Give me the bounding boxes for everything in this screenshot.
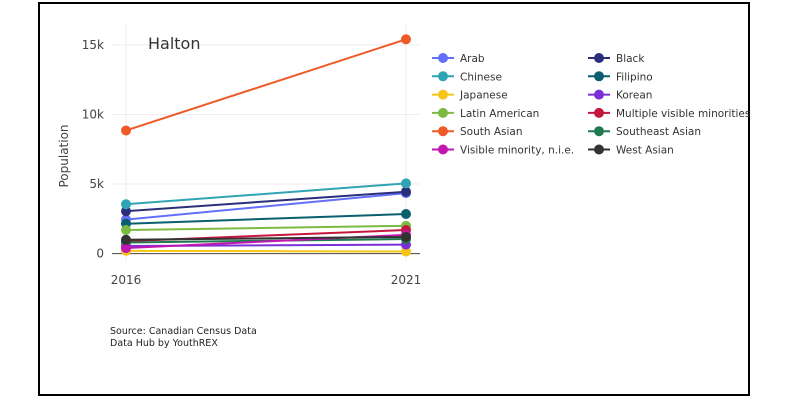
- legend-item[interactable]: Chinese: [432, 71, 502, 83]
- legend-label: South Asian: [460, 126, 523, 138]
- legend-marker: [594, 53, 604, 63]
- source-line-2: Data Hub by YouthREX: [110, 338, 218, 349]
- legend-marker: [438, 107, 448, 118]
- legend-marker: [438, 126, 448, 137]
- data-point[interactable]: [121, 206, 131, 217]
- data-point[interactable]: [401, 231, 411, 242]
- series-line: [125, 38, 407, 132]
- legend-item[interactable]: Filipino: [588, 71, 653, 83]
- legend-item[interactable]: Latin American: [432, 107, 539, 120]
- legend-marker: [594, 89, 604, 100]
- legend-marker: [438, 53, 448, 63]
- series-japanese: [121, 245, 411, 257]
- legend-label: West Asian: [616, 145, 674, 157]
- x-tick-label: 2021: [391, 273, 422, 287]
- legend-item[interactable]: Southeast Asian: [588, 126, 701, 138]
- legend-item[interactable]: Arab: [432, 53, 485, 65]
- axis-layer: 0 5k 10k 15k 2016 2021: [82, 38, 421, 287]
- legend-marker: [594, 144, 604, 155]
- series-west-asian: [121, 231, 411, 245]
- data-point[interactable]: [121, 224, 131, 235]
- legend-item[interactable]: Black: [588, 53, 645, 65]
- y-tick-label: 15k: [82, 38, 104, 52]
- y-tick-label: 5k: [89, 177, 104, 191]
- series-line: [125, 249, 407, 253]
- legend-item[interactable]: Visible minority, n.i.e.: [432, 144, 574, 157]
- series-black: [121, 186, 411, 217]
- legend-marker: [594, 126, 604, 137]
- legend-item[interactable]: Japanese: [432, 89, 508, 102]
- legend-marker: [438, 71, 448, 82]
- legend-marker: [594, 71, 604, 82]
- series-south-asian: [121, 34, 411, 136]
- legend-label: Arab: [460, 53, 485, 65]
- legend-item[interactable]: Multiple visible minorities: [588, 107, 750, 120]
- data-point[interactable]: [121, 243, 131, 254]
- data-point[interactable]: [401, 186, 411, 197]
- series-line: [125, 235, 407, 241]
- chart-frame: 0 5k 10k 15k 2016 2021 Halton Population Arab…: [38, 2, 750, 396]
- legend-marker: [438, 144, 448, 155]
- legend-label: Chinese: [460, 71, 502, 83]
- line-chart: 0 5k 10k 15k 2016 2021 Halton Population Arab…: [57, 24, 750, 349]
- data-point[interactable]: [121, 199, 131, 210]
- legend-label: Filipino: [616, 71, 653, 83]
- data-point[interactable]: [401, 34, 411, 45]
- series-layer: [121, 34, 411, 257]
- chart-title: Halton: [148, 34, 200, 53]
- legend-label: Latin American: [460, 108, 539, 120]
- y-axis-label: Population: [57, 124, 71, 187]
- series-line: [125, 182, 407, 206]
- series-line: [125, 224, 407, 231]
- source-line-1: Source: Canadian Census Data: [110, 326, 257, 337]
- legend-item[interactable]: West Asian: [588, 144, 674, 157]
- legend-label: Black: [616, 53, 645, 65]
- y-tick-label: 10k: [82, 107, 104, 121]
- legend-label: Southeast Asian: [616, 126, 701, 138]
- legend-marker: [594, 107, 604, 118]
- data-point[interactable]: [401, 208, 411, 219]
- series-line: [125, 212, 407, 225]
- legend-label: Multiple visible minorities: [616, 108, 750, 120]
- legend-label: Japanese: [459, 90, 508, 102]
- series-line: [125, 192, 407, 221]
- data-point[interactable]: [401, 178, 411, 189]
- legend-label: Visible minority, n.i.e.: [460, 145, 574, 157]
- legend-label: Korean: [616, 90, 652, 102]
- legend-item[interactable]: South Asian: [432, 126, 523, 138]
- data-point[interactable]: [121, 234, 131, 245]
- legend-item[interactable]: Korean: [588, 89, 652, 102]
- y-tick-label: 0: [96, 247, 104, 261]
- legend: Arab Black Chinese Filipino Japanese Korean La…: [432, 53, 750, 157]
- x-tick-label: 2016: [111, 273, 142, 287]
- series-line: [125, 190, 407, 213]
- data-point[interactable]: [121, 125, 131, 136]
- series-chinese: [121, 178, 411, 210]
- data-point[interactable]: [401, 246, 411, 257]
- legend-marker: [438, 89, 448, 100]
